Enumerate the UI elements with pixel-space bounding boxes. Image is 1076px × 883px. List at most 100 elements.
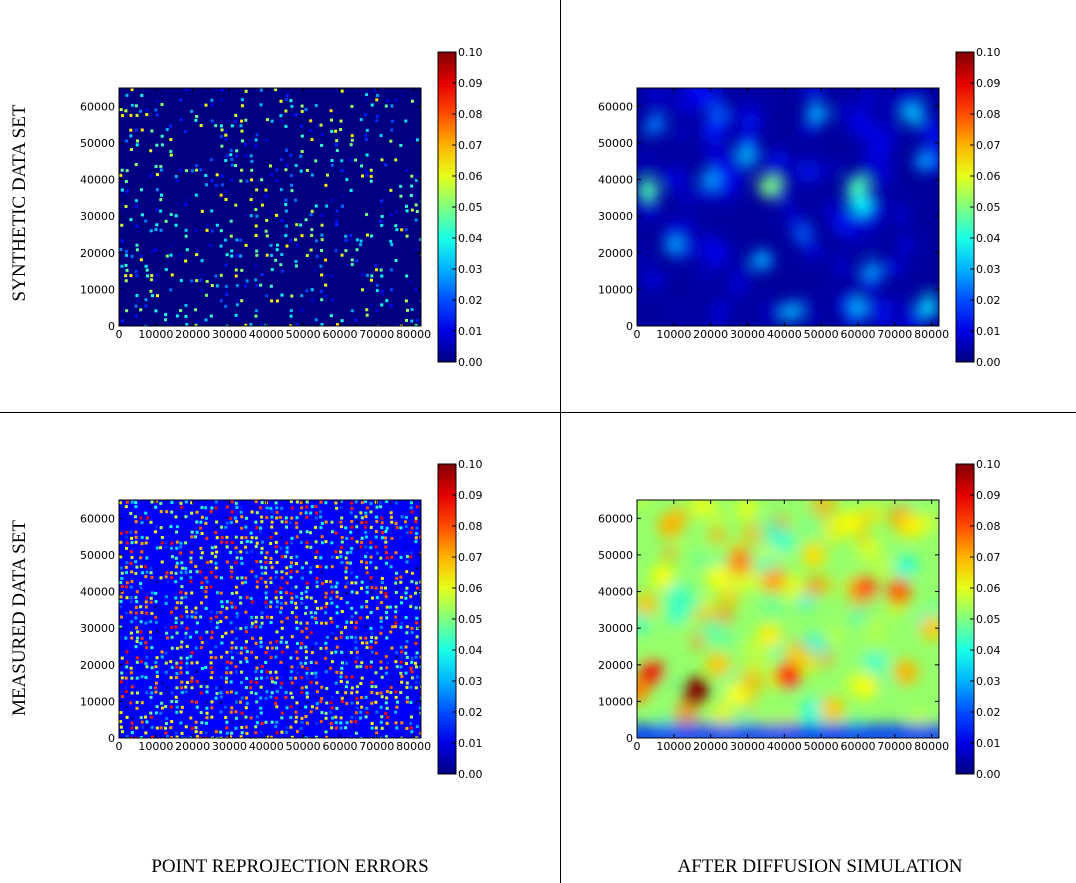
- error-point: [200, 103, 204, 107]
- error-point: [244, 576, 248, 580]
- error-point: [415, 586, 419, 590]
- error-point: [270, 691, 274, 695]
- texture-blob: [691, 550, 710, 569]
- error-point: [290, 294, 294, 298]
- error-point: [319, 650, 323, 654]
- error-point: [370, 274, 374, 278]
- error-point: [175, 601, 179, 605]
- error-point: [414, 324, 418, 326]
- error-point: [195, 621, 199, 625]
- error-point: [135, 656, 139, 660]
- error-point: [300, 308, 304, 312]
- error-point: [300, 691, 304, 695]
- colorbar-tick-label: 0.03: [976, 263, 1001, 276]
- error-point: [274, 501, 278, 505]
- error-point: [314, 641, 318, 645]
- error-point: [120, 656, 124, 660]
- error-point: [350, 606, 354, 610]
- heatmap-field: [119, 88, 421, 326]
- error-point: [385, 636, 389, 640]
- error-point: [314, 525, 318, 529]
- error-point: [299, 661, 303, 665]
- error-point: [344, 591, 348, 595]
- error-point: [395, 651, 399, 655]
- error-point: [139, 716, 143, 720]
- error-point: [340, 536, 344, 540]
- error-point: [415, 736, 419, 738]
- error-point: [154, 690, 158, 694]
- error-point: [369, 610, 373, 614]
- error-point: [405, 318, 409, 322]
- error-point: [139, 586, 143, 590]
- error-point: [240, 104, 244, 108]
- error-point: [194, 164, 198, 168]
- error-point: [374, 515, 378, 519]
- x-tick-label: 0: [634, 740, 641, 753]
- error-point: [190, 610, 194, 614]
- error-point: [229, 690, 233, 694]
- error-point: [130, 555, 134, 559]
- error-point: [240, 725, 244, 729]
- error-point: [185, 615, 189, 619]
- error-point: [149, 520, 153, 524]
- error-point: [135, 726, 139, 730]
- error-point: [234, 585, 238, 589]
- error-point: [145, 665, 149, 669]
- error-point: [340, 690, 344, 694]
- error-point: [154, 591, 158, 595]
- hotspot-8: [657, 513, 683, 538]
- error-point: [239, 601, 243, 605]
- error-point: [285, 616, 289, 620]
- error-point: [129, 585, 133, 589]
- error-point: [169, 253, 173, 257]
- error-point: [174, 625, 178, 629]
- error-point: [259, 323, 263, 326]
- error-point: [254, 620, 258, 624]
- y-tick-label: 0: [108, 732, 115, 745]
- error-point: [155, 113, 159, 117]
- error-point: [400, 595, 404, 599]
- error-point: [349, 233, 353, 237]
- error-point: [225, 666, 229, 670]
- error-point: [230, 124, 234, 128]
- error-point: [160, 103, 164, 107]
- error-point: [184, 510, 188, 514]
- error-point: [150, 691, 154, 695]
- error-point: [195, 279, 199, 283]
- error-point: [324, 711, 328, 715]
- error-point: [379, 505, 383, 509]
- error-point: [389, 511, 393, 515]
- error-point: [364, 113, 368, 117]
- error-point: [409, 726, 413, 730]
- colorbar-tick-label: 0.06: [976, 582, 1001, 595]
- error-point: [385, 686, 389, 690]
- error-point: [130, 570, 134, 574]
- error-point: [240, 168, 244, 172]
- error-point: [314, 318, 318, 322]
- error-point: [209, 571, 213, 575]
- error-point: [164, 625, 168, 629]
- error-point: [139, 620, 143, 624]
- error-point: [135, 113, 139, 117]
- error-point: [229, 601, 233, 605]
- error-point: [179, 168, 183, 172]
- x-tick-label: 20000: [175, 740, 210, 753]
- error-point: [280, 716, 284, 720]
- error-point: [125, 268, 129, 272]
- error-point: [134, 128, 138, 132]
- error-point: [179, 710, 183, 714]
- error-point: [369, 710, 373, 714]
- error-point: [224, 631, 228, 635]
- error-point: [180, 731, 184, 735]
- error-point: [254, 520, 258, 524]
- error-point: [230, 630, 234, 634]
- error-point: [190, 550, 194, 554]
- error-point: [144, 541, 148, 545]
- error-point: [204, 665, 208, 669]
- error-point: [355, 706, 359, 710]
- error-point: [250, 625, 254, 629]
- error-point: [149, 636, 153, 640]
- error-point: [374, 263, 378, 267]
- error-point: [159, 209, 163, 213]
- error-point: [300, 665, 304, 669]
